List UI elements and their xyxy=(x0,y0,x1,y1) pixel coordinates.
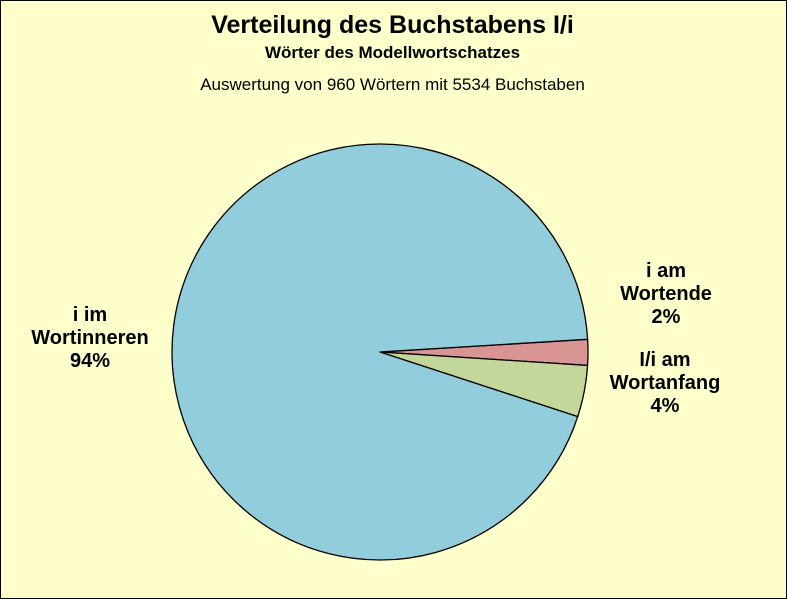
slice-label-wortanfang: I/i am Wortanfang 4% xyxy=(585,349,745,418)
pie-slice-wortinneren xyxy=(171,143,589,561)
slice-label-wortende: i am Wortende 2% xyxy=(596,260,736,329)
slice-name-line: i am xyxy=(645,260,687,282)
slice-value-label: 94% xyxy=(69,350,111,372)
chart-caption: Auswertung von 960 Wörtern mit 5534 Buch… xyxy=(200,75,585,94)
slice-name-line: Wortinneren xyxy=(31,327,149,349)
slice-name-line: i im xyxy=(72,304,108,326)
slice-name-line: Wortanfang xyxy=(609,372,721,394)
slice-name-line: Wortende xyxy=(620,283,712,305)
chart-subtitle: Wörter des Modellwortschatzes xyxy=(264,43,521,62)
slice-value-label: 4% xyxy=(650,395,680,417)
slice-label-wortinneren: i im Wortinneren 94% xyxy=(10,304,170,373)
slice-value-label: 2% xyxy=(651,306,681,328)
chart-title: Verteilung des Buchstabens I/i xyxy=(211,11,574,39)
slice-name-line: I/i am xyxy=(639,349,691,371)
